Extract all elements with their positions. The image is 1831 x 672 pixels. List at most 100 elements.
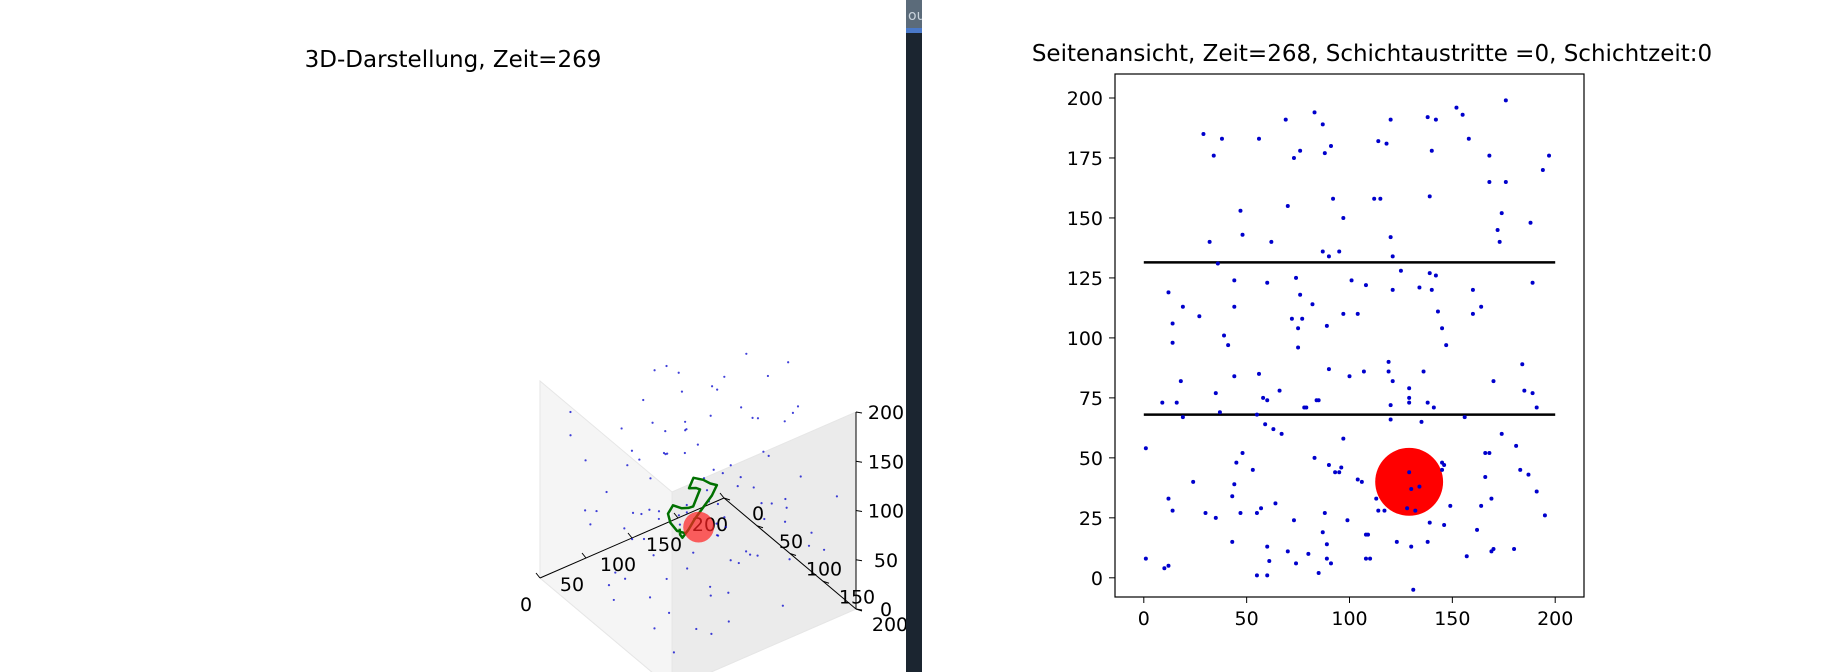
scatter-point bbox=[1320, 530, 1325, 535]
side-view-chart: Seitenansicht, Zeit=268, Schichtaustritt… bbox=[1032, 41, 1712, 630]
scatter-point bbox=[762, 450, 765, 453]
scatter-point bbox=[760, 502, 763, 505]
scatter-point bbox=[1372, 196, 1377, 201]
scatter-point bbox=[716, 388, 719, 391]
scatter-point bbox=[1489, 496, 1494, 501]
scatter-point bbox=[1232, 482, 1237, 487]
scatter-point bbox=[784, 497, 787, 501]
scatter-point bbox=[1491, 547, 1496, 552]
background-window-tab[interactable] bbox=[906, 0, 922, 32]
scatter-point bbox=[1444, 343, 1449, 348]
scatter-point bbox=[692, 551, 695, 554]
scatter-point bbox=[1341, 311, 1346, 316]
scatter-point bbox=[595, 509, 598, 513]
scatter-point bbox=[652, 554, 655, 557]
side-view-plot-frame bbox=[1114, 73, 1585, 598]
scatter-point bbox=[1345, 518, 1350, 523]
scatter-point bbox=[1219, 136, 1224, 141]
scatter-point bbox=[1324, 323, 1329, 328]
y-tick-mark bbox=[822, 580, 830, 584]
x-tick-label: 200 bbox=[1537, 608, 1573, 630]
x-tick-label: 0 bbox=[1138, 608, 1150, 630]
scatter-point bbox=[1475, 527, 1480, 532]
x-tick-label: 0 bbox=[520, 594, 532, 616]
z-tick-label: 0 bbox=[880, 599, 892, 621]
scatter-point bbox=[569, 434, 572, 437]
scatter-point bbox=[1547, 153, 1552, 158]
scatter-point bbox=[1470, 287, 1475, 292]
scatter-point bbox=[1234, 460, 1239, 465]
scatter-point bbox=[1256, 371, 1261, 376]
scatter-point bbox=[1470, 311, 1475, 316]
scatter-point bbox=[1376, 508, 1381, 513]
scatter-point bbox=[1499, 431, 1504, 436]
scatter-point bbox=[653, 369, 656, 372]
scatter-point bbox=[1363, 556, 1368, 561]
scatter-point bbox=[1254, 511, 1259, 516]
scatter-point bbox=[1534, 405, 1539, 410]
scatter-point bbox=[1429, 287, 1434, 292]
scatter-point bbox=[1333, 470, 1338, 475]
z-tick-label: 50 bbox=[874, 550, 898, 572]
scatter-point bbox=[1238, 511, 1243, 516]
scatter-point bbox=[1442, 523, 1447, 528]
scatter-point bbox=[1143, 446, 1148, 451]
scatter-point bbox=[685, 503, 688, 507]
scatter-point bbox=[631, 538, 634, 541]
scatter-point bbox=[1230, 539, 1235, 544]
scatter-point bbox=[631, 511, 635, 514]
scatter-point bbox=[1411, 587, 1416, 592]
y-tick-label: 100 bbox=[1067, 328, 1103, 350]
scatter-point bbox=[1518, 467, 1523, 472]
scatter-point bbox=[1425, 115, 1430, 120]
y-tick-label: 200 bbox=[1067, 88, 1103, 110]
background-window-tab-accent bbox=[906, 28, 922, 33]
scatter-point bbox=[623, 527, 626, 530]
3d-trajectory bbox=[666, 476, 719, 543]
scatter-point bbox=[1213, 391, 1218, 396]
scatter-point bbox=[1407, 470, 1412, 475]
scatter-point bbox=[680, 390, 684, 393]
scatter-point bbox=[1296, 326, 1301, 331]
scatter-point bbox=[783, 420, 786, 423]
scatter-point bbox=[1388, 117, 1393, 122]
scatter-point bbox=[1178, 379, 1183, 384]
scatter-point bbox=[1289, 316, 1294, 321]
scatter-point bbox=[1256, 136, 1261, 141]
scatter-point bbox=[1166, 290, 1171, 295]
scatter-point bbox=[740, 406, 743, 409]
scatter-point bbox=[607, 584, 611, 587]
y-tick-mark bbox=[756, 525, 764, 529]
side-view-axes: 0 50 100 150 200 0 25 50 75 100 125 150 175 200 bbox=[1067, 88, 1574, 630]
3d-axes: 050100150200050100150200050100150200 bbox=[520, 402, 906, 636]
scatter-point bbox=[569, 410, 572, 414]
scatter-point bbox=[1479, 503, 1484, 508]
z-tick-label: 100 bbox=[868, 501, 904, 523]
scatter-point bbox=[1382, 508, 1387, 513]
scatter-point bbox=[1425, 400, 1430, 405]
scatter-point bbox=[1499, 211, 1504, 216]
scatter-point bbox=[672, 651, 676, 654]
y-tick-label: 150 bbox=[1067, 208, 1103, 230]
scatter-point bbox=[1271, 427, 1276, 432]
scatter-point bbox=[1388, 235, 1393, 240]
scatter-point bbox=[1166, 496, 1171, 501]
scatter-point bbox=[649, 477, 652, 480]
y-tick-mark bbox=[789, 553, 797, 556]
scatter-point bbox=[1267, 559, 1272, 564]
scatter-point bbox=[1503, 179, 1508, 184]
scatter-point bbox=[1339, 465, 1344, 470]
scatter-point bbox=[1180, 415, 1185, 420]
scatter-point bbox=[1487, 153, 1492, 158]
scatter-point bbox=[763, 517, 766, 521]
scatter-point bbox=[781, 604, 784, 607]
scatter-point bbox=[1222, 333, 1227, 338]
scatter-point bbox=[1454, 105, 1459, 110]
scatter-point bbox=[1197, 314, 1202, 319]
scatter-point bbox=[1407, 386, 1412, 391]
scatter-point bbox=[1265, 573, 1270, 578]
scatter-point bbox=[638, 458, 641, 461]
scatter-point bbox=[1376, 139, 1381, 144]
scatter-point bbox=[657, 510, 661, 513]
scatter-point bbox=[648, 596, 652, 599]
